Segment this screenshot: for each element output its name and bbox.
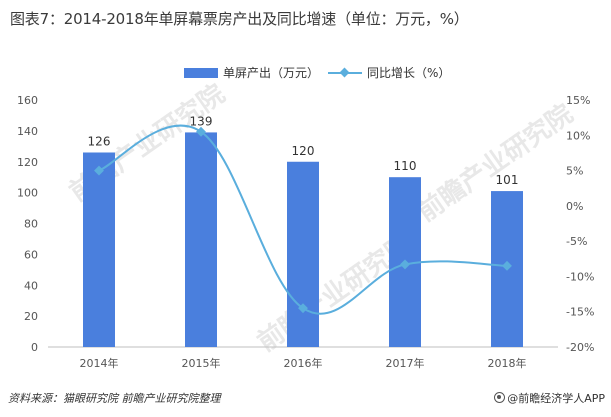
y-right-tick-label: -10% bbox=[566, 270, 594, 283]
y-left-tick-label: 140 bbox=[17, 125, 38, 138]
bar-value-label: 101 bbox=[496, 173, 519, 187]
y-axis-left: 0 20 40 60 80 100 120 140 160 bbox=[17, 94, 38, 354]
line-point-marker bbox=[94, 165, 104, 176]
line-point-marker bbox=[502, 260, 512, 271]
source-note: 资料来源：猫眼研究院 前瞻产业研究院整理 bbox=[8, 392, 221, 405]
line-point-marker bbox=[400, 259, 410, 270]
y-axis-right: -20% -15% -10% -5% 0% 5% 10% 15% bbox=[566, 94, 594, 354]
x-tick-label: 2017年 bbox=[386, 356, 425, 370]
brand-credit: @前瞻经济学人APP bbox=[494, 390, 605, 406]
growth-line bbox=[98, 124, 508, 315]
line-point-marker bbox=[196, 126, 206, 137]
y-left-tick-label: 20 bbox=[24, 310, 38, 323]
bar-value-label: 110 bbox=[394, 159, 417, 173]
y-right-tick-label: -5% bbox=[566, 235, 587, 248]
legend: 单屏产出（万元） 同比增长（%） bbox=[184, 66, 450, 80]
x-tick-label: 2016年 bbox=[284, 356, 323, 370]
bar bbox=[287, 161, 319, 347]
bar-series bbox=[83, 132, 523, 347]
y-left-tick-label: 120 bbox=[17, 156, 38, 169]
y-right-tick-label: -15% bbox=[566, 306, 594, 319]
legend-line-label: 同比增长（%） bbox=[367, 66, 450, 80]
chart-title: 图表7：2014-2018年单屏幕票房产出及同比增速（单位：万元，%） bbox=[10, 10, 469, 28]
growth-line-series bbox=[94, 124, 512, 315]
x-tick-label: 2018年 bbox=[488, 356, 527, 370]
brand-logo-icon bbox=[494, 392, 506, 403]
y-left-tick-label: 0 bbox=[31, 341, 38, 354]
bar-value-label: 126 bbox=[88, 134, 111, 148]
y-right-tick-label: 0% bbox=[566, 200, 583, 213]
bar bbox=[83, 152, 115, 347]
x-axis-labels: 2014年 2015年 2016年 2017年 2018年 bbox=[80, 356, 527, 370]
legend-bar-swatch bbox=[184, 68, 218, 78]
y-right-tick-label: -20% bbox=[566, 341, 594, 354]
bar-data-labels: 126 139 120 110 101 bbox=[88, 114, 519, 187]
legend-bar-label: 单屏产出（万元） bbox=[223, 66, 319, 80]
y-left-tick-label: 60 bbox=[24, 248, 38, 261]
y-left-tick-label: 100 bbox=[17, 187, 38, 200]
y-left-tick-label: 40 bbox=[24, 279, 38, 292]
legend-line-marker bbox=[339, 67, 350, 78]
y-left-tick-label: 80 bbox=[24, 218, 38, 231]
bar-value-label: 139 bbox=[190, 114, 213, 128]
x-tick-label: 2014年 bbox=[80, 356, 119, 370]
line-point-marker bbox=[298, 303, 308, 314]
bar-value-label: 120 bbox=[292, 144, 315, 158]
y-left-tick-label: 160 bbox=[17, 94, 38, 107]
y-right-tick-label: 5% bbox=[566, 165, 583, 178]
y-right-tick-label: 10% bbox=[566, 129, 590, 142]
bar bbox=[185, 132, 217, 347]
y-right-tick-label: 15% bbox=[566, 94, 590, 107]
brand-text: @前瞻经济学人APP bbox=[507, 392, 605, 405]
x-tick-label: 2015年 bbox=[182, 356, 221, 370]
